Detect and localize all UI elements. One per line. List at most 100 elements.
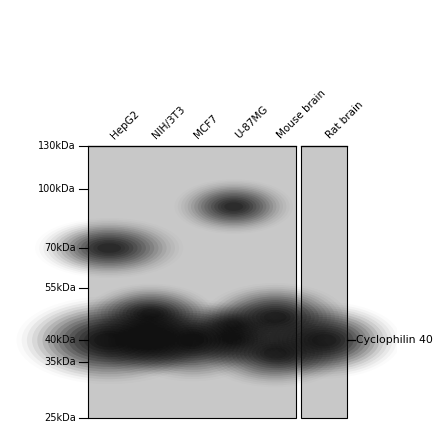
Ellipse shape: [224, 202, 243, 211]
Ellipse shape: [206, 327, 261, 354]
Ellipse shape: [139, 310, 246, 370]
Ellipse shape: [140, 309, 161, 318]
Ellipse shape: [220, 318, 247, 331]
Text: Mouse brain: Mouse brain: [275, 88, 327, 141]
Ellipse shape: [68, 232, 150, 265]
Ellipse shape: [224, 329, 327, 378]
Ellipse shape: [188, 185, 280, 228]
Ellipse shape: [204, 310, 264, 340]
Ellipse shape: [126, 302, 176, 325]
Ellipse shape: [115, 297, 186, 330]
Ellipse shape: [256, 308, 295, 326]
Text: 35kDa: 35kDa: [44, 357, 76, 367]
Ellipse shape: [295, 325, 354, 355]
Ellipse shape: [198, 307, 269, 342]
Ellipse shape: [264, 348, 287, 359]
Ellipse shape: [198, 190, 270, 223]
Ellipse shape: [204, 193, 263, 220]
Ellipse shape: [164, 325, 221, 356]
Ellipse shape: [104, 314, 197, 366]
Ellipse shape: [244, 302, 307, 332]
Text: 25kDa: 25kDa: [44, 413, 76, 423]
Ellipse shape: [201, 308, 267, 341]
Ellipse shape: [252, 342, 299, 364]
Ellipse shape: [77, 235, 142, 261]
Ellipse shape: [236, 334, 315, 372]
Ellipse shape: [260, 346, 291, 360]
Ellipse shape: [215, 315, 253, 334]
Ellipse shape: [197, 322, 271, 359]
Ellipse shape: [130, 304, 172, 324]
Ellipse shape: [227, 330, 323, 376]
Ellipse shape: [51, 224, 167, 271]
Ellipse shape: [172, 329, 213, 351]
Ellipse shape: [216, 289, 335, 346]
Ellipse shape: [108, 294, 193, 334]
Ellipse shape: [282, 319, 367, 362]
Ellipse shape: [48, 311, 171, 370]
Bar: [301, 146, 348, 418]
Ellipse shape: [137, 307, 165, 320]
Ellipse shape: [222, 334, 246, 346]
Ellipse shape: [63, 318, 155, 362]
Ellipse shape: [143, 313, 242, 367]
Ellipse shape: [176, 331, 208, 349]
Ellipse shape: [211, 196, 257, 217]
Ellipse shape: [147, 315, 237, 365]
Ellipse shape: [112, 295, 190, 332]
Ellipse shape: [133, 306, 168, 322]
Ellipse shape: [130, 329, 172, 352]
Text: 100kDa: 100kDa: [38, 184, 76, 194]
Ellipse shape: [131, 306, 254, 374]
Ellipse shape: [135, 308, 250, 372]
Ellipse shape: [191, 319, 277, 362]
Text: 70kDa: 70kDa: [44, 243, 76, 253]
Ellipse shape: [58, 316, 160, 364]
Ellipse shape: [72, 233, 146, 263]
Ellipse shape: [240, 300, 311, 334]
Ellipse shape: [97, 310, 204, 370]
Ellipse shape: [232, 332, 319, 374]
Ellipse shape: [220, 291, 331, 344]
Ellipse shape: [308, 332, 341, 348]
Ellipse shape: [85, 238, 133, 258]
Ellipse shape: [232, 296, 319, 338]
Ellipse shape: [286, 321, 362, 359]
Ellipse shape: [79, 326, 139, 355]
Ellipse shape: [151, 318, 233, 363]
Text: NIH/3T3: NIH/3T3: [150, 105, 187, 141]
Ellipse shape: [273, 315, 375, 366]
Ellipse shape: [37, 306, 181, 374]
Text: U-87MG: U-87MG: [234, 105, 270, 141]
Ellipse shape: [115, 321, 186, 360]
Ellipse shape: [260, 308, 388, 372]
Ellipse shape: [89, 331, 129, 350]
Text: 130kDa: 130kDa: [38, 141, 76, 151]
Ellipse shape: [200, 324, 268, 357]
Ellipse shape: [68, 321, 150, 359]
Ellipse shape: [304, 330, 345, 351]
Ellipse shape: [240, 336, 311, 370]
Ellipse shape: [223, 319, 244, 330]
Ellipse shape: [227, 295, 323, 340]
Ellipse shape: [60, 228, 158, 268]
Ellipse shape: [260, 310, 291, 325]
Ellipse shape: [119, 322, 183, 358]
Ellipse shape: [209, 328, 258, 352]
Ellipse shape: [64, 230, 154, 266]
Ellipse shape: [236, 298, 315, 336]
Ellipse shape: [160, 322, 225, 359]
Ellipse shape: [94, 333, 124, 347]
Ellipse shape: [218, 199, 250, 214]
Ellipse shape: [269, 313, 379, 368]
Ellipse shape: [203, 325, 264, 355]
Ellipse shape: [201, 191, 267, 222]
Ellipse shape: [126, 327, 176, 354]
Ellipse shape: [194, 188, 273, 225]
Ellipse shape: [213, 330, 255, 351]
Ellipse shape: [244, 338, 307, 368]
Ellipse shape: [209, 312, 258, 337]
Ellipse shape: [264, 312, 287, 323]
Ellipse shape: [224, 292, 327, 342]
Ellipse shape: [221, 201, 246, 213]
